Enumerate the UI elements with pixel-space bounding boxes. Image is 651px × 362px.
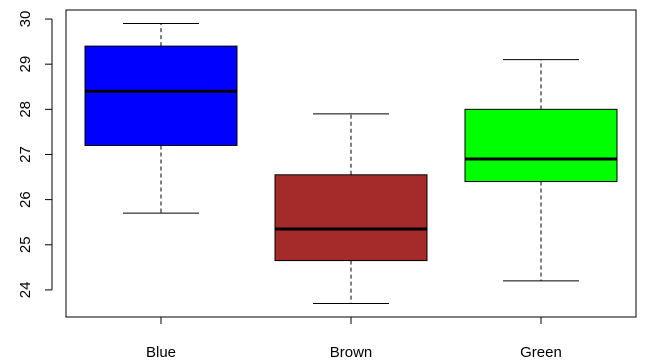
iqr-box	[84, 45, 238, 146]
iqr-box	[274, 174, 428, 262]
y-axis: 24 25 26 27 28 29 30	[17, 11, 53, 299]
y-tick-label: 28	[17, 101, 34, 118]
y-tick-label: 26	[17, 191, 34, 208]
y-tick-label: 27	[17, 146, 34, 163]
box-brown	[274, 113, 428, 304]
y-tick-label: 30	[17, 11, 34, 28]
x-tick-label: Brown	[330, 344, 373, 361]
iqr-box	[464, 108, 618, 183]
box-blue	[84, 23, 238, 214]
y-tick-label: 25	[17, 236, 34, 253]
x-tick-label: Blue	[146, 344, 176, 361]
x-tick-label: Green	[520, 344, 562, 361]
y-tick-label: 29	[17, 56, 34, 73]
box-green	[464, 59, 618, 282]
boxes	[84, 23, 618, 304]
x-axis: Blue Brown Green	[146, 317, 562, 361]
y-tick-label: 24	[17, 282, 34, 299]
